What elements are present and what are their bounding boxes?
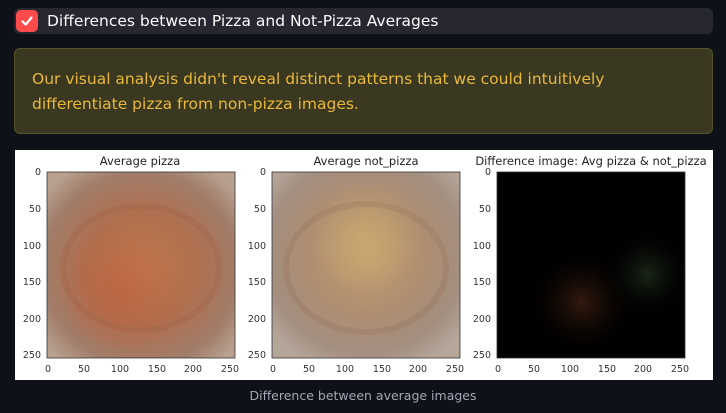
x-tick: 200 [409,364,427,375]
x-tick: 200 [184,364,202,375]
y-tick: 0 [35,167,41,178]
checkbox[interactable] [16,10,38,32]
x-tick: 250 [671,364,689,375]
x-tick: 50 [528,364,540,375]
y-tick: 50 [29,204,41,215]
y-tick: 0 [485,167,491,178]
x-tick: 50 [303,364,315,375]
y-tick: 100 [23,241,41,252]
y-tick: 200 [473,314,491,325]
x-tick: 100 [111,364,129,375]
panel-difference-image: Difference image: Avg pizza & not_pizza … [473,154,707,375]
figure-canvas: Average pizza 0 50 100 150 200 250 0 50 … [23,154,707,375]
x-tick: 250 [221,364,239,375]
y-tick: 100 [473,241,491,252]
figure-caption: Difference between average images [249,388,477,403]
figure: Average pizza 0 50 100 150 200 250 0 50 … [15,150,713,380]
panel-average-pizza: Average pizza 0 50 100 150 200 250 0 50 … [23,154,239,375]
panel-title: Average not_pizza [313,154,418,168]
x-tick: 0 [45,364,51,375]
x-tick: 0 [495,364,501,375]
average-not-pizza-image [272,172,460,358]
x-tick: 200 [634,364,652,375]
x-tick: 0 [270,364,276,375]
y-tick: 150 [248,277,266,288]
x-tick: 150 [148,364,166,375]
checkmark-icon [21,16,33,26]
y-tick: 150 [23,277,41,288]
y-tick: 200 [23,314,41,325]
x-tick: 250 [446,364,464,375]
panel-title: Average pizza [100,154,181,168]
x-tick: 150 [373,364,391,375]
expander-header[interactable]: Differences between Pizza and Not-Pizza … [14,8,713,34]
x-tick: 50 [78,364,90,375]
y-tick: 0 [260,167,266,178]
x-tick: 100 [561,364,579,375]
y-tick: 150 [473,277,491,288]
y-tick: 50 [479,204,491,215]
x-tick: 100 [336,364,354,375]
panel-title: Difference image: Avg pizza & not_pizza [475,154,706,168]
warning-alert: Our visual analysis didn't reveal distin… [14,48,713,134]
alert-text: Our visual analysis didn't reveal distin… [32,70,605,113]
y-tick: 50 [254,204,266,215]
expander-title: Differences between Pizza and Not-Pizza … [47,12,439,30]
average-pizza-image [47,172,235,358]
y-tick: 100 [248,241,266,252]
y-tick: 250 [23,350,41,361]
y-tick: 250 [248,350,266,361]
y-tick: 200 [248,314,266,325]
y-tick: 250 [473,350,491,361]
difference-image [497,172,685,358]
panel-average-not-pizza: Average not_pizza 0 50 100 150 200 250 0… [248,154,464,375]
x-tick: 150 [598,364,616,375]
